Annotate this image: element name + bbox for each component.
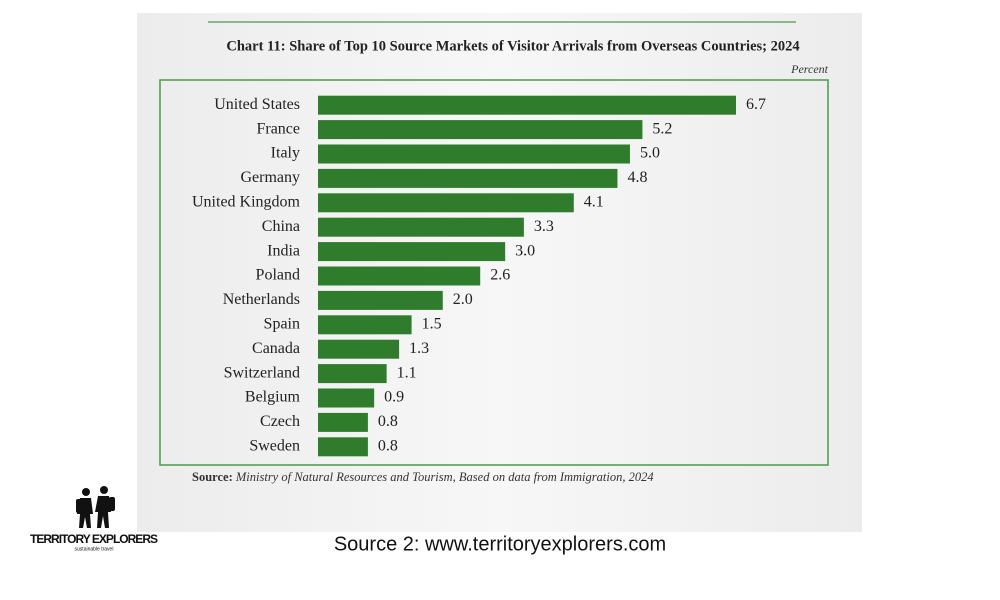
source-text: Ministry of Natural Resources and Touris… (235, 470, 654, 484)
plot-frame (159, 79, 829, 466)
category-label: Czech (260, 413, 300, 430)
bar (318, 95, 736, 115)
bar (318, 120, 643, 140)
value-label: 1.1 (397, 364, 417, 381)
category-label: Germany (240, 169, 300, 186)
category-label: United States (214, 96, 300, 113)
value-label: 2.6 (490, 267, 510, 284)
value-label: 5.2 (652, 120, 672, 137)
value-label: 0.8 (378, 437, 398, 454)
bar (318, 315, 412, 335)
bar (318, 217, 524, 237)
value-label: 1.3 (409, 340, 429, 357)
value-label: 4.1 (584, 193, 604, 210)
bar (318, 144, 630, 164)
category-label: Netherlands (223, 291, 300, 308)
category-label: United Kingdom (192, 193, 301, 210)
category-label: France (256, 120, 300, 137)
category-label: Poland (256, 267, 300, 284)
category-label: Spain (264, 315, 300, 332)
logo-figures (76, 486, 115, 528)
bar (318, 339, 400, 359)
value-label: 4.8 (627, 169, 647, 186)
value-label: 3.0 (515, 242, 535, 259)
value-label: 0.9 (384, 389, 404, 406)
bar (318, 242, 506, 262)
value-label: 6.7 (746, 96, 766, 113)
category-label: Belgium (245, 389, 301, 406)
unit-label: Percent (790, 62, 829, 76)
value-label: 0.8 (378, 413, 398, 430)
value-label: 2.0 (453, 291, 473, 308)
category-label: Canada (252, 340, 300, 357)
value-label: 3.3 (534, 218, 554, 235)
value-label: 5.0 (640, 145, 660, 162)
chart-title: Chart 11: Share of Top 10 Source Markets… (226, 38, 799, 54)
bar (318, 290, 443, 310)
bar (318, 193, 574, 213)
source-label: Source: (192, 470, 233, 484)
category-label: Italy (271, 145, 300, 162)
category-label: Sweden (249, 437, 300, 454)
bar (318, 388, 375, 408)
source-line: Source: Ministry of Natural Resources an… (192, 470, 654, 484)
caption: Source 2: www.territoryexplorers.com (334, 533, 666, 555)
bar (318, 437, 368, 457)
value-label: 1.5 (422, 315, 442, 332)
logo-tagline: sustainable travel (75, 546, 114, 552)
bar (318, 364, 387, 384)
bar (318, 412, 368, 432)
logo-name: TERRITORY EXPLORERS (30, 532, 158, 546)
bar (318, 168, 618, 188)
category-label: India (267, 242, 300, 259)
plot: United States 6.7 France 5.2 Italy 5.0 Germany… (192, 95, 766, 457)
category-label: Switzerland (224, 364, 300, 381)
bar (318, 266, 481, 286)
category-label: China (262, 218, 300, 235)
